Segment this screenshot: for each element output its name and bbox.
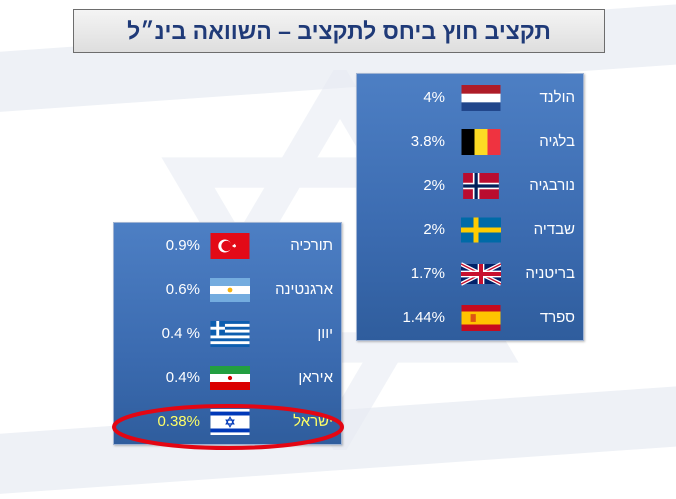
country-name: ישראל — [293, 413, 333, 430]
country-name: נורבגיה — [529, 177, 575, 194]
page-title: תקציב חוץ ביחס לתקציב – השוואה בינ״ל — [73, 9, 605, 53]
country-row-israel: 0.38% ישראל — [114, 404, 341, 440]
argentina-flag-icon — [210, 277, 250, 303]
country-name: בריטניה — [525, 265, 575, 282]
country-name: הולנד — [539, 89, 575, 106]
country-row-norway: 2% נורבגיה — [357, 168, 583, 204]
spain-flag-icon — [461, 305, 501, 331]
country-name: בלגיה — [539, 133, 575, 150]
country-row-argentina: 0.6% ארגנטינה — [114, 272, 341, 308]
country-name: איראן — [298, 369, 333, 386]
country-row-turkey: 0.9% תורכיה — [114, 228, 341, 264]
country-value: 1.44% — [402, 309, 445, 326]
country-value: 0.6% — [165, 281, 200, 298]
country-value: 0.4 % — [161, 325, 200, 342]
country-value: 4% — [423, 89, 445, 106]
country-row-sweden: 2% שבדיה — [357, 212, 583, 248]
belgium-flag-icon — [461, 129, 501, 155]
country-name: ספרד — [539, 309, 575, 326]
uk-flag-icon — [461, 261, 501, 287]
greece-flag-icon — [210, 321, 250, 347]
country-row-belgium: 3.8% בלגיה — [357, 124, 583, 160]
country-row-netherlands: 4% הולנד — [357, 80, 583, 116]
country-value: 2% — [423, 177, 445, 194]
country-row-iran: 0.4% איראן — [114, 360, 341, 396]
country-row-greece: 0.4 % יוון — [114, 316, 341, 352]
iran-flag-icon — [210, 365, 250, 391]
country-value: 1.7% — [410, 265, 445, 282]
country-name: תורכיה — [290, 237, 333, 254]
norway-flag-icon — [461, 173, 501, 199]
country-name: שבדיה — [533, 221, 575, 238]
israel-flag-icon — [210, 409, 250, 435]
country-value: 2% — [423, 221, 445, 238]
country-value: 0.38% — [157, 413, 200, 430]
turkey-flag-icon — [210, 233, 250, 259]
country-value: 3.8% — [410, 133, 445, 150]
country-row-spain: 1.44% ספרד — [357, 300, 583, 336]
country-name: יוון — [317, 325, 333, 342]
netherlands-flag-icon — [461, 85, 501, 111]
comparison-panel-low: 0.9% תורכיה 0.6% ארגנטינה 0.4 % יוון 0.4… — [113, 222, 342, 445]
sweden-flag-icon — [461, 217, 501, 243]
country-value: 0.4% — [165, 369, 200, 386]
country-name: ארגנטינה — [275, 281, 333, 298]
country-value: 0.9% — [165, 237, 200, 254]
country-row-uk: 1.7% בריטניה — [357, 256, 583, 292]
comparison-panel-high: 4% הולנד 3.8% בלגיה 2% נורבגיה 2% שבדיה … — [356, 73, 584, 341]
